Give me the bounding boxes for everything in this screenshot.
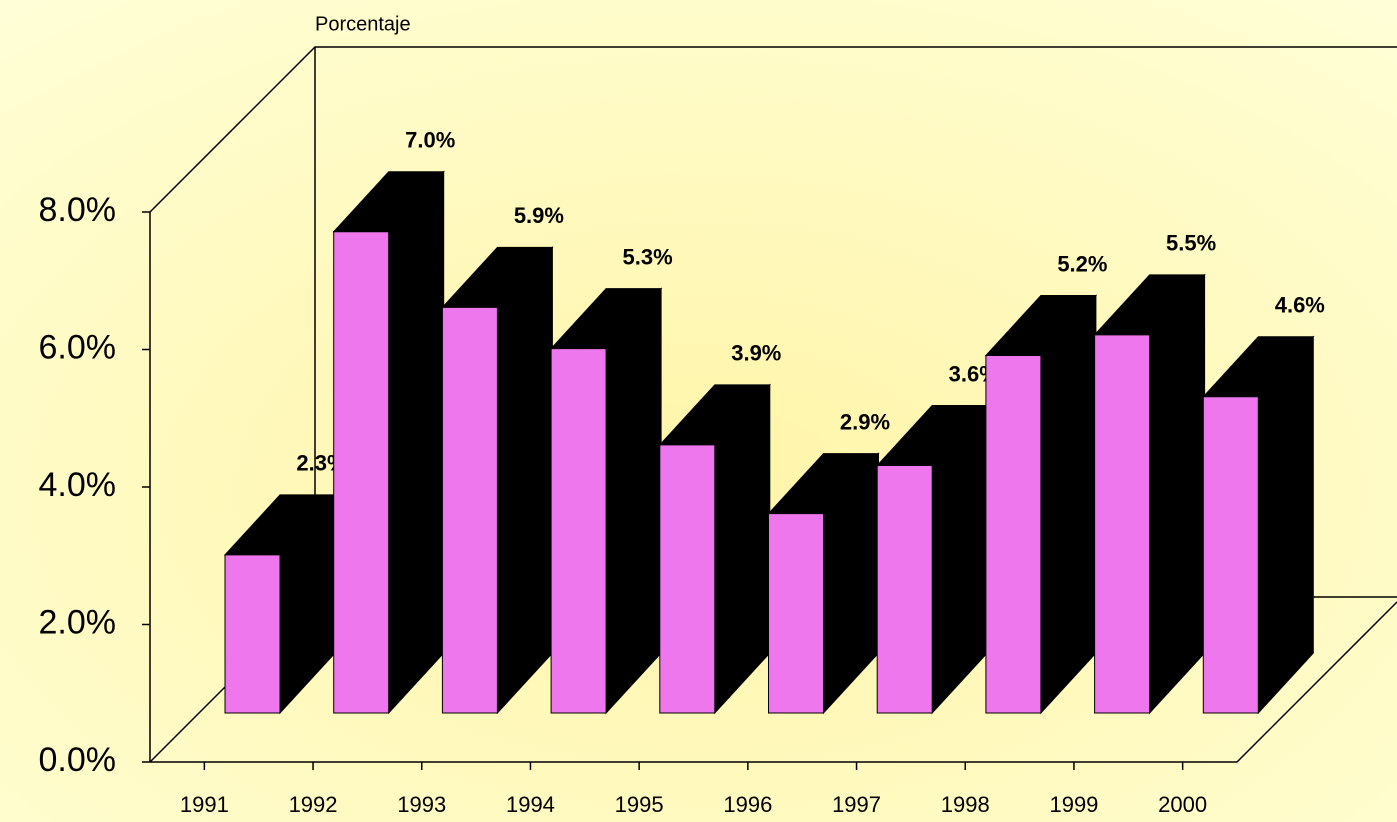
x-tick-label: 1997: [832, 792, 881, 817]
x-tick-label: 2000: [1158, 792, 1207, 817]
value-label: 2.9%: [840, 409, 890, 434]
bar-side: [1040, 294, 1097, 715]
x-tick-label: 1992: [289, 792, 338, 817]
bar: [224, 554, 281, 714]
bar-side: [496, 246, 553, 715]
floor-front: [150, 601, 1397, 763]
value-label: 3.9%: [731, 341, 781, 366]
bar: [659, 444, 716, 714]
bar: [1202, 396, 1259, 714]
x-tick-label: 1998: [941, 792, 990, 817]
value-label: 4.6%: [1275, 293, 1325, 318]
x-tick-label: 1999: [1049, 792, 1098, 817]
bar-side: [388, 170, 445, 715]
y-tick-label: 8.0%: [39, 191, 117, 229]
x-tick-label: 1991: [180, 792, 229, 817]
bar-side: [1149, 273, 1206, 715]
y-tick-label: 2.0%: [39, 603, 117, 641]
bar-side: [605, 287, 662, 715]
bar-side: [1257, 335, 1314, 715]
y-axis-label: Porcentaje: [315, 13, 411, 35]
value-label: 5.5%: [1166, 231, 1216, 256]
bar: [1094, 334, 1151, 714]
x-tick-label: 1993: [397, 792, 446, 817]
x-tick-label: 1996: [723, 792, 772, 817]
value-label: 5.3%: [623, 244, 673, 269]
value-label: 5.9%: [514, 203, 564, 228]
bar: [985, 355, 1042, 714]
x-tick-label: 1994: [506, 792, 555, 817]
y-tick-label: 6.0%: [39, 328, 117, 366]
bar: [550, 348, 607, 714]
bar: [441, 306, 498, 714]
x-tick-label: 1995: [615, 792, 664, 817]
bar: [768, 513, 824, 714]
value-label: 5.2%: [1057, 251, 1107, 276]
y-tick-label: 4.0%: [39, 466, 117, 504]
y-tick-label: 0.0%: [39, 741, 117, 779]
bar: [876, 465, 933, 714]
bar: [333, 231, 390, 714]
value-label: 7.0%: [405, 128, 455, 153]
